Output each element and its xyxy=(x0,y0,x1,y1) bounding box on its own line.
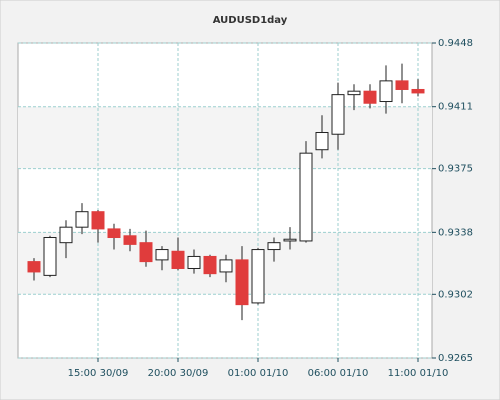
x-tick-label: 11:00 01/10 xyxy=(388,368,449,379)
candle-body xyxy=(347,90,361,96)
candle-body xyxy=(267,242,281,251)
candle-body xyxy=(171,250,185,269)
candle-body xyxy=(43,237,57,276)
candle-body xyxy=(219,259,233,273)
candle-body xyxy=(283,238,297,242)
candle-body xyxy=(379,80,393,103)
plot-band xyxy=(18,106,432,169)
y-tick-label: 0.9338 xyxy=(438,227,473,238)
plot-area xyxy=(17,42,433,359)
candle-body xyxy=(107,228,121,239)
candle-body xyxy=(363,90,377,104)
candle-body xyxy=(203,255,217,275)
y-tick-label: 0.9265 xyxy=(438,353,473,364)
x-tick-label: 15:00 30/09 xyxy=(68,368,129,379)
candle-body xyxy=(123,235,137,245)
candle-body xyxy=(331,94,345,135)
candle-body xyxy=(27,261,41,273)
candle-body xyxy=(59,226,73,244)
y-tick-label: 0.9302 xyxy=(438,289,473,300)
candle-body xyxy=(91,211,105,230)
candle-body xyxy=(395,80,409,90)
candle-body xyxy=(299,152,313,242)
chart-title: AUDUSD1day xyxy=(213,15,288,26)
candle-body xyxy=(155,249,169,261)
x-tick-label: 01:00 01/10 xyxy=(228,368,289,379)
candle-body xyxy=(139,242,153,263)
candle-body xyxy=(315,132,329,151)
candle-body xyxy=(235,259,249,306)
x-tick-label: 20:00 30/09 xyxy=(148,368,209,379)
y-tick-label: 0.9411 xyxy=(438,102,473,113)
y-tick-label: 0.9448 xyxy=(438,38,473,49)
candle-body xyxy=(187,255,201,269)
candle-body xyxy=(75,211,89,228)
candle-body xyxy=(411,88,425,94)
x-tick-label: 06:00 01/10 xyxy=(308,368,369,379)
candle-body xyxy=(251,249,265,304)
y-tick-label: 0.9375 xyxy=(438,164,473,175)
